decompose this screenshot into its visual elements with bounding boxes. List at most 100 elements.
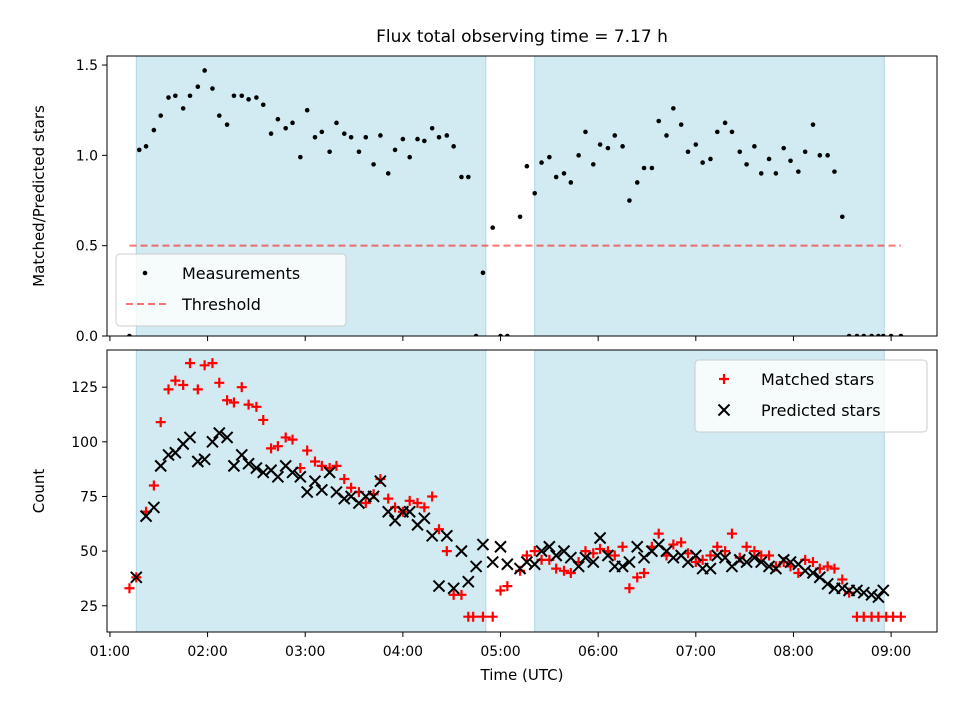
data-point <box>718 551 732 564</box>
data-point <box>806 566 820 580</box>
data-point <box>271 470 285 483</box>
data-point <box>283 125 288 131</box>
data-point <box>210 86 215 91</box>
data-point <box>524 163 530 169</box>
data-point <box>412 498 423 509</box>
data-point <box>590 162 596 167</box>
data-point <box>192 384 203 395</box>
data-point <box>690 557 701 568</box>
data-point <box>821 577 834 591</box>
data-point <box>773 171 779 176</box>
data-point <box>490 225 496 230</box>
data-point <box>436 134 442 140</box>
data-point <box>469 560 483 573</box>
data-point <box>620 144 625 149</box>
y-tick-label: 0.5 <box>76 239 98 255</box>
data-point <box>869 333 874 336</box>
data-point <box>708 156 713 162</box>
legend-marker <box>719 374 729 384</box>
data-point <box>501 558 514 571</box>
series-predicted-stars <box>130 426 890 604</box>
data-point <box>846 333 852 336</box>
data-point <box>323 466 336 479</box>
data-point <box>549 549 563 562</box>
data-point <box>378 133 383 138</box>
data-point <box>251 401 262 412</box>
data-point <box>685 149 691 155</box>
data-point <box>632 572 643 583</box>
x-tick-label: 08:00 <box>773 644 813 660</box>
data-point <box>130 571 143 584</box>
data-point <box>535 544 548 558</box>
data-point <box>520 555 534 569</box>
data-point <box>595 543 606 554</box>
data-point <box>705 550 716 561</box>
x-tick-label: 04:00 <box>383 644 423 660</box>
data-point <box>392 147 398 153</box>
data-point <box>888 333 894 336</box>
data-point <box>415 136 420 142</box>
data-point <box>290 120 295 126</box>
y-tick-label: 125 <box>71 380 98 396</box>
data-point <box>266 443 277 454</box>
x-tick-label: 05:00 <box>480 644 520 660</box>
data-point <box>228 397 239 408</box>
data-point <box>427 491 438 502</box>
data-point <box>722 120 728 126</box>
data-point <box>671 106 676 111</box>
data-point <box>597 142 603 147</box>
y-tick-label: 0.0 <box>76 329 98 345</box>
data-point <box>214 377 225 388</box>
data-point <box>250 461 263 475</box>
legend-label: Threshold <box>181 295 261 314</box>
data-point <box>207 358 218 369</box>
data-point <box>857 586 870 599</box>
ratio-panel: 0.0 0.5 1.0 1.5 Matched/Predicted stars Measu… <box>30 55 938 345</box>
data-point <box>553 174 559 180</box>
data-point <box>422 138 427 144</box>
data-point <box>729 129 735 135</box>
data-point <box>711 549 724 562</box>
data-point <box>456 589 467 600</box>
data-point <box>502 581 513 592</box>
data-point <box>187 93 193 99</box>
data-point <box>601 549 615 562</box>
data-point <box>309 456 320 467</box>
data-point <box>631 540 644 553</box>
data-point <box>498 333 503 336</box>
data-point <box>419 502 430 513</box>
y-axis-label: Count <box>30 469 48 514</box>
data-point <box>476 538 490 551</box>
data-point <box>148 480 159 491</box>
data-point <box>583 129 588 135</box>
data-point <box>239 93 245 99</box>
data-point <box>576 153 581 158</box>
axes-frame <box>106 349 938 633</box>
data-point <box>147 501 161 514</box>
series-matched-stars <box>124 358 906 622</box>
data-point <box>367 490 380 503</box>
data-point <box>880 333 886 336</box>
data-point <box>689 549 703 562</box>
data-point <box>832 169 837 174</box>
data-point <box>356 149 362 155</box>
observing-window <box>534 55 885 337</box>
data-point <box>403 505 416 518</box>
data-point <box>609 550 620 561</box>
data-point <box>653 528 664 539</box>
data-point <box>817 153 823 158</box>
data-point <box>371 162 376 167</box>
y-tick-label: 75 <box>80 489 98 505</box>
data-point <box>627 198 632 203</box>
data-point <box>163 384 174 395</box>
data-point <box>829 563 840 574</box>
data-point <box>593 531 607 545</box>
data-point <box>346 482 357 493</box>
data-point <box>616 560 629 573</box>
data-point <box>572 560 585 573</box>
count-panel: 25 50 75 100 125 01:00 02:00 03:00 04:00 05:00 06:… <box>30 349 938 684</box>
legend-marker <box>142 270 148 276</box>
data-point <box>861 333 867 336</box>
data-point <box>300 485 314 499</box>
x-tick-label: 09:00 <box>871 644 911 660</box>
